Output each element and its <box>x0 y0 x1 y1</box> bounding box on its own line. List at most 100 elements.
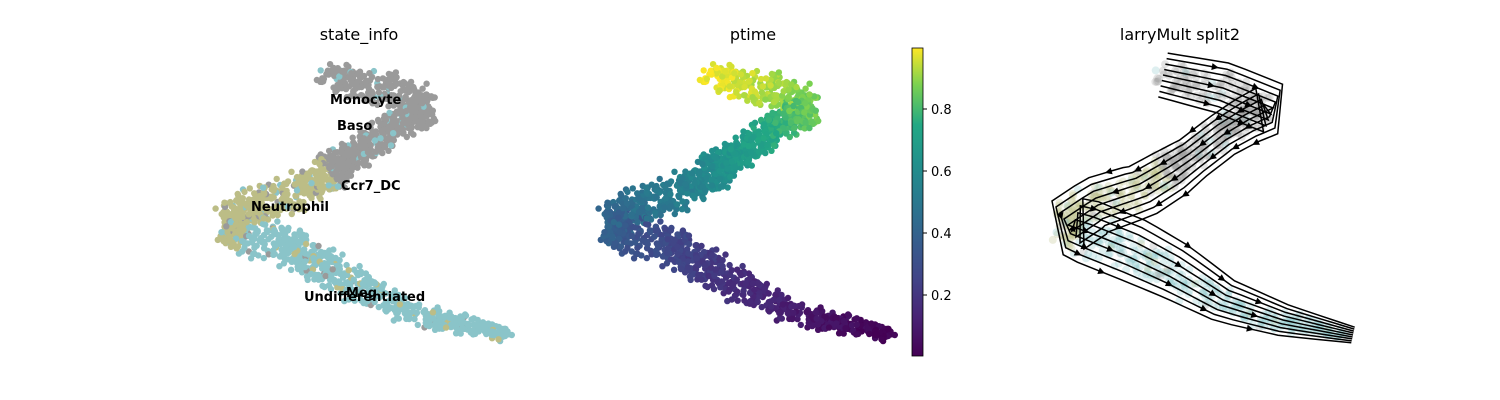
cell-point <box>682 181 689 188</box>
cell-point <box>232 214 239 221</box>
cell-point <box>762 96 769 103</box>
cell-point <box>414 321 421 329</box>
cell-point <box>853 315 860 322</box>
cell-point <box>319 282 326 290</box>
cell-point <box>239 195 246 202</box>
cell-point <box>378 286 385 293</box>
cell-point <box>794 98 802 106</box>
cell-point <box>751 286 758 293</box>
cell-point <box>431 321 439 328</box>
cell-point <box>296 227 304 234</box>
cell-point <box>270 251 277 258</box>
cell-point <box>405 81 412 88</box>
colorbar-gradient <box>911 47 924 357</box>
cell-point <box>316 161 323 168</box>
cell-point <box>642 220 650 228</box>
cell-point <box>671 210 678 218</box>
cell-point <box>775 79 783 87</box>
cell-point <box>357 92 365 99</box>
cell-point <box>260 254 267 262</box>
cell-point <box>425 118 432 125</box>
cell-point <box>399 130 407 137</box>
cell-point <box>423 124 430 132</box>
cell-point <box>657 218 664 225</box>
cell-point <box>657 211 664 219</box>
cell-point <box>624 244 631 252</box>
cell-point <box>801 100 809 107</box>
cell-point <box>483 330 490 338</box>
cell-point <box>232 221 240 228</box>
cell-point <box>734 288 741 295</box>
cell-point <box>423 91 430 98</box>
cell-point <box>334 183 342 190</box>
cell-point <box>284 191 291 198</box>
cell-point <box>654 242 662 250</box>
category-label-baso: Baso <box>337 119 372 134</box>
cell-point <box>664 236 671 243</box>
panel-title-larrymult-split2: larryMult split2 <box>1120 25 1240 44</box>
cell-point <box>336 257 343 264</box>
cell-point <box>325 182 332 189</box>
cell-point <box>675 258 682 265</box>
cell-point <box>724 165 731 172</box>
cell-point <box>674 250 681 258</box>
cell-point <box>624 188 631 196</box>
cell-point <box>603 209 610 216</box>
cell-point <box>288 236 295 243</box>
cell-point <box>457 330 464 337</box>
cell-point <box>745 78 752 85</box>
colorbar-tick-label: 0.6 <box>931 165 952 180</box>
cell-point <box>419 85 426 92</box>
cell-point <box>294 265 302 273</box>
cell-point <box>744 97 751 104</box>
colorbar-ticks: 0.2 0.4 0.6 0.8 <box>923 103 952 304</box>
cell-point <box>727 146 734 153</box>
cell-point <box>291 250 298 258</box>
cell-point <box>812 309 820 316</box>
cell-point <box>345 296 352 303</box>
cell-point <box>348 70 355 77</box>
cell-point <box>432 117 439 125</box>
cell-point <box>288 210 295 218</box>
stream-arrow <box>1155 199 1163 207</box>
category-label-undifferentiated: Undifferentiated <box>304 290 425 305</box>
cell-point <box>330 70 337 77</box>
panel-state-info: state_info Monocyte Baso Ccr7_DC Neutrop… <box>212 25 515 345</box>
cell-point <box>292 192 299 199</box>
cell-point <box>296 198 303 205</box>
cell-point <box>387 296 394 303</box>
cell-point <box>679 227 687 234</box>
cell-point <box>279 184 286 191</box>
cell-point <box>755 148 763 155</box>
cell-point <box>731 70 738 77</box>
cell-point <box>470 315 477 322</box>
cell-point <box>260 215 267 222</box>
stream-arrow <box>1188 125 1197 133</box>
cell-point <box>333 167 340 175</box>
colorbar-tick-label: 0.2 <box>931 289 952 304</box>
cell-point <box>275 231 282 239</box>
cell-point <box>305 170 313 177</box>
cell-point <box>758 89 766 96</box>
cell-point <box>629 185 636 192</box>
cell-point <box>340 159 347 167</box>
cell-point <box>844 311 852 318</box>
cell-point <box>377 135 384 142</box>
cell-point <box>343 261 350 269</box>
cell-point <box>384 82 391 89</box>
cell-point <box>740 128 747 135</box>
cell-point <box>873 331 880 338</box>
cell-point <box>299 181 306 188</box>
cell-point <box>734 297 741 304</box>
cell-point <box>852 331 860 338</box>
cell-point <box>315 276 322 283</box>
cell-point <box>465 322 473 329</box>
category-label-neutrophil: Neutrophil <box>251 200 329 215</box>
cell-point <box>302 232 310 239</box>
stream-arrow <box>1183 241 1192 249</box>
cell-point <box>676 187 684 194</box>
cell-point <box>317 195 324 203</box>
cell-point <box>310 255 317 262</box>
cell-point <box>379 75 387 82</box>
cell-point <box>768 303 775 310</box>
